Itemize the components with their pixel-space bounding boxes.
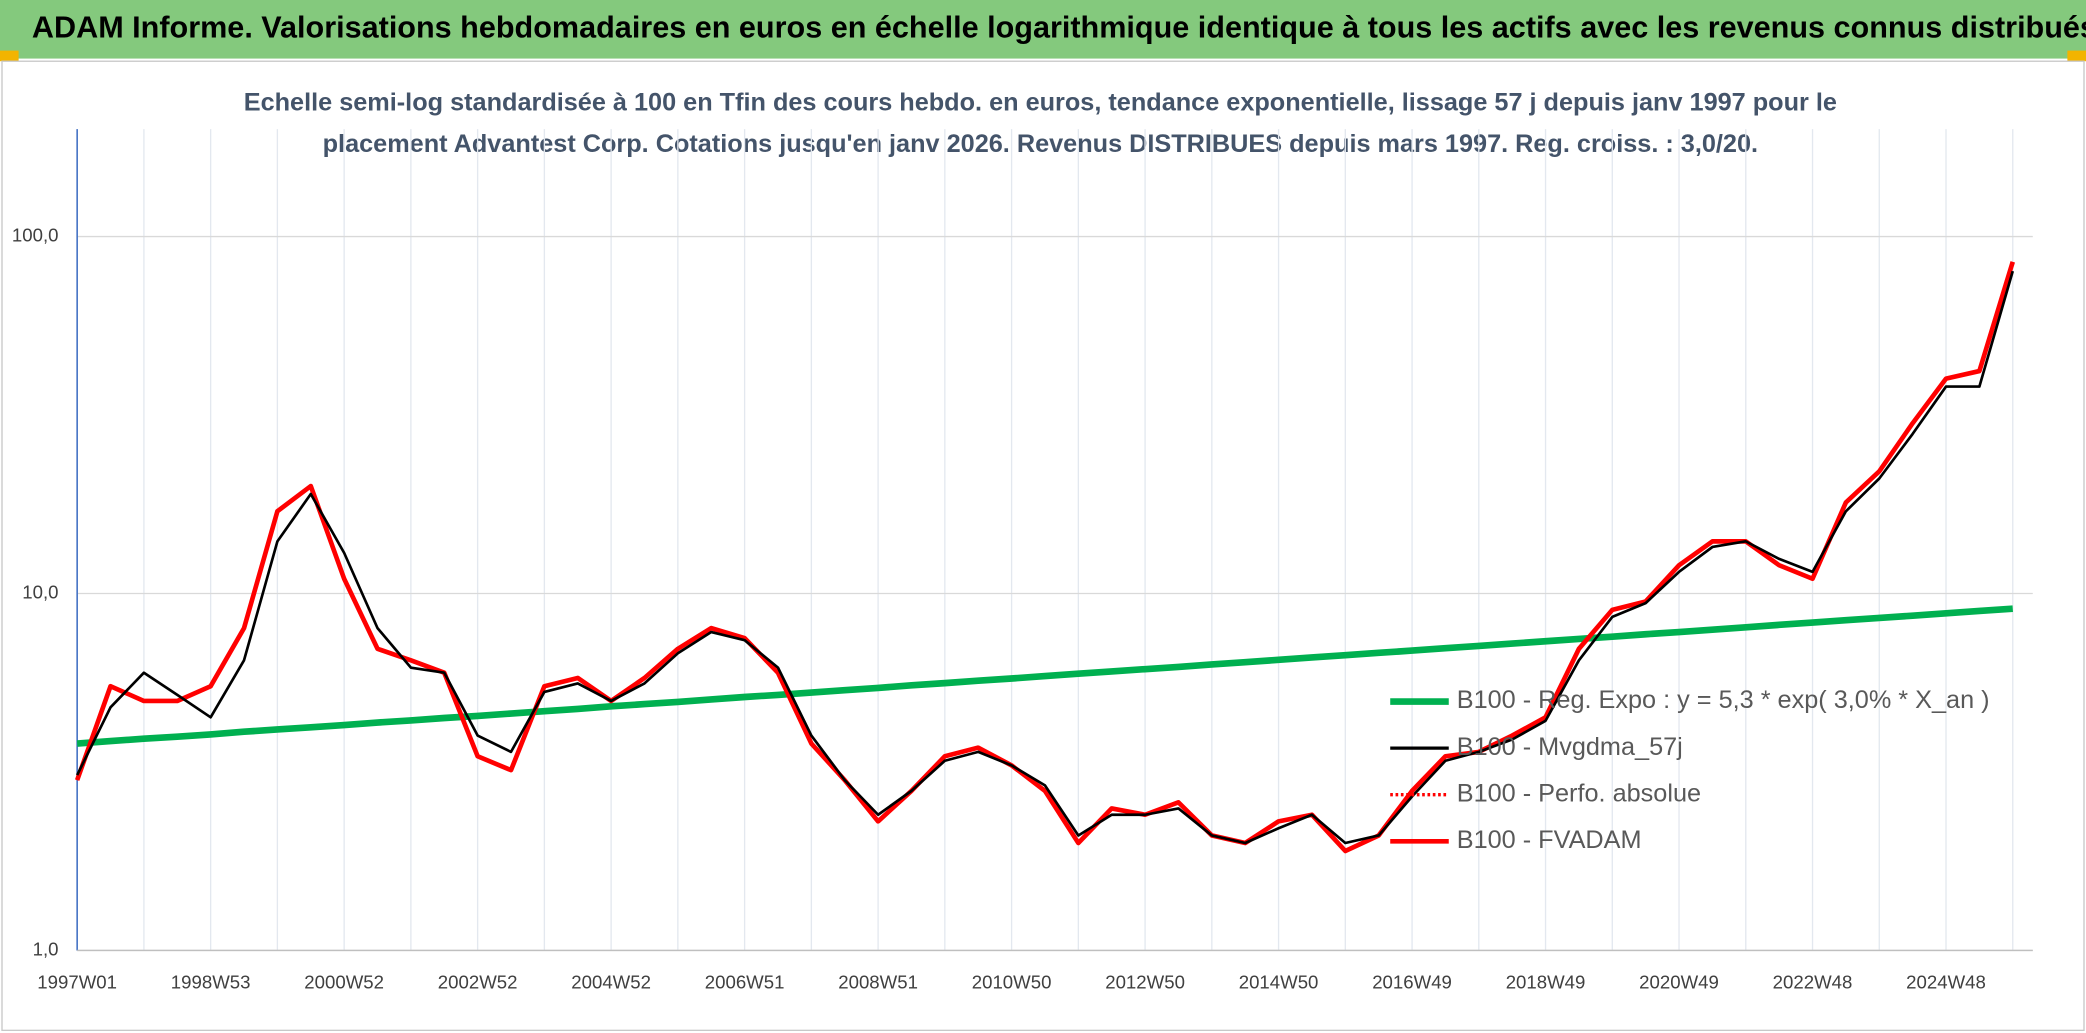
legend-label: B100 - FVADAM [1457, 826, 1642, 854]
corner-mark [0, 50, 19, 62]
x-tick-label: 2004W52 [571, 972, 651, 993]
legend-label: B100 - Perfo. absolue [1457, 779, 1701, 807]
chart-subtitle: placement Advantest Corp. Cotations jusq… [323, 130, 1758, 158]
legend-label: B100 - Mvgdma_57j [1457, 733, 1683, 761]
series-line [76, 605, 2013, 747]
chart-subtitle: Echelle semi-log standardisée à 100 en T… [244, 88, 1837, 116]
y-tick-label: 1,0 [33, 938, 59, 959]
title-banner [0, 0, 2086, 59]
x-tick-label: 2016W49 [1372, 972, 1452, 993]
frame [1, 60, 2085, 1032]
y-tick-label: 100,0 [12, 224, 59, 245]
corner-mark [2067, 50, 2086, 62]
x-tick-label: 2010W50 [972, 972, 1052, 993]
x-tick-label: 1997W01 [37, 972, 117, 993]
x-tick-label: 2020W49 [1639, 972, 1719, 993]
x-tick-label: 2024W48 [1906, 972, 1986, 993]
x-tick-label: 2008W51 [838, 972, 918, 993]
x-tick-label: 2012W50 [1105, 972, 1185, 993]
x-tick-label: 2014W50 [1239, 972, 1319, 993]
y-tick-label: 10,0 [22, 581, 58, 602]
x-tick-label: 1998W53 [171, 972, 251, 993]
series-line [75, 270, 2015, 845]
page-title: ADAM Informe. Valorisations hebdomadaire… [32, 10, 2086, 44]
x-tick-label: 2022W48 [1773, 972, 1853, 993]
legend-label: B100 - Reg. Expo : y = 5,3 * exp( 3,0% *… [1457, 686, 1990, 714]
x-tick-label: 2000W52 [304, 972, 384, 993]
x-tick-label: 2006W51 [705, 972, 785, 993]
x-tick-label: 2018W49 [1506, 972, 1586, 993]
x-tick-label: 2002W52 [438, 972, 518, 993]
